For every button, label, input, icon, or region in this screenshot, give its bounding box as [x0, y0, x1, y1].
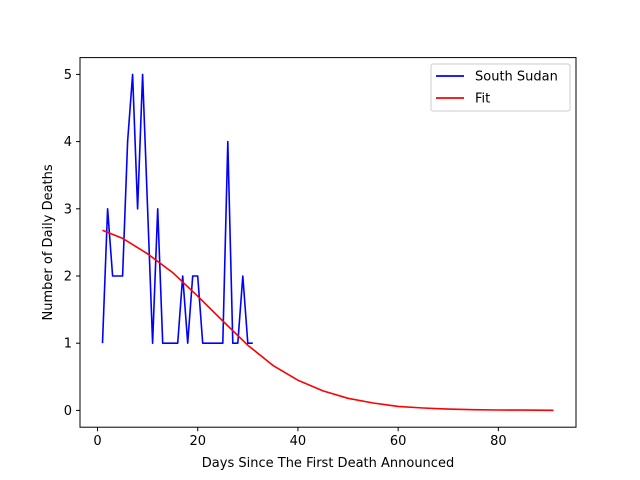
x-tick-label: 40	[290, 434, 307, 449]
y-tick-label: 4	[64, 135, 72, 150]
x-tick-label: 60	[390, 434, 407, 449]
y-tick-label: 2	[64, 270, 72, 285]
plot-area	[101, 73, 554, 412]
legend: South Sudan Fit	[430, 63, 571, 112]
y-tick-label: 1	[64, 337, 72, 352]
series-line-fit	[102, 229, 554, 412]
x-tick-label: 80	[490, 434, 507, 449]
x-tick-label: 20	[189, 434, 206, 449]
legend-label-fit: Fit	[475, 92, 490, 107]
y-axis: 0 1 2 3 4 5	[64, 68, 80, 419]
x-tick-label: 0	[93, 434, 101, 449]
legend-box	[430, 63, 571, 112]
y-axis-label: Number of Daily Deaths	[41, 164, 56, 320]
series-line-south-sudan	[101, 73, 253, 345]
legend-label-south-sudan: South Sudan	[475, 70, 558, 85]
plot-frame	[79, 57, 577, 428]
y-tick-label: 5	[64, 68, 72, 83]
x-axis: 0 20 40 60 80	[93, 427, 507, 449]
y-tick-label: 0	[64, 404, 72, 419]
x-axis-label: Days Since The First Death Announced	[202, 456, 454, 471]
y-tick-label: 3	[64, 202, 72, 217]
